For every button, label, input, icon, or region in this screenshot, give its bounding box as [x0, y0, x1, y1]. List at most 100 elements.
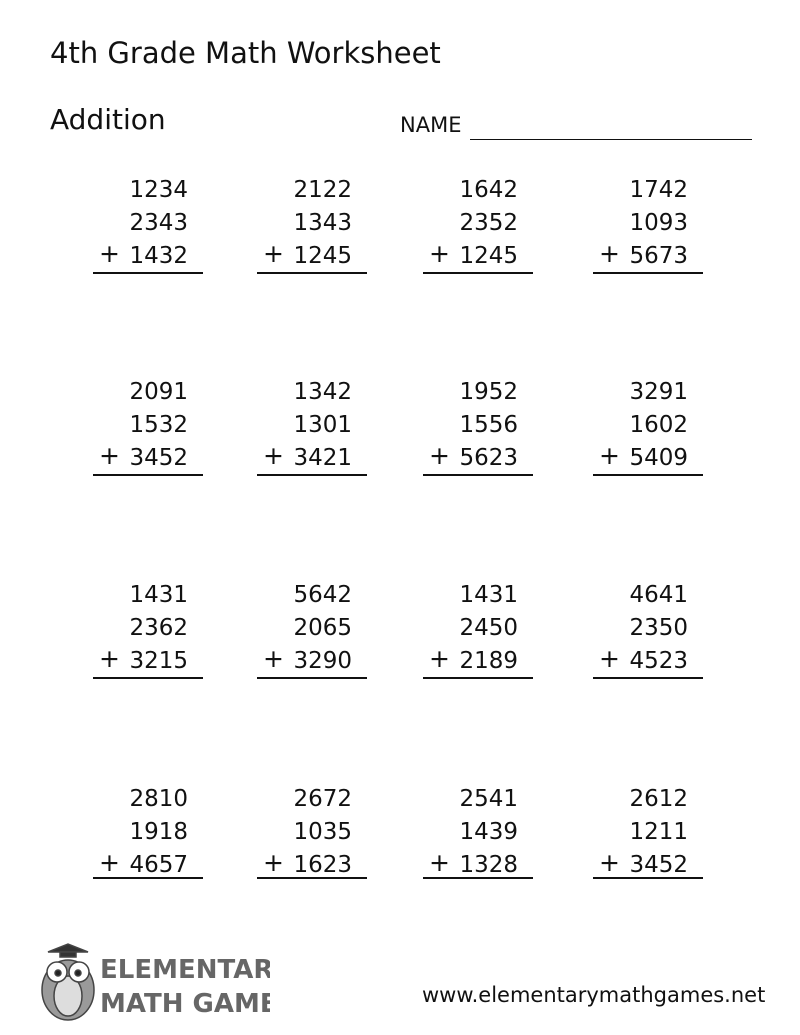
addition-problem: 2091 1532 3452 +: [93, 379, 208, 479]
addend: 1623: [293, 852, 352, 878]
addend: 3291: [629, 379, 688, 405]
plus-sign: +: [99, 441, 120, 470]
addend: 1532: [129, 412, 188, 438]
plus-sign: +: [599, 239, 620, 268]
addend: 1301: [293, 412, 352, 438]
plus-sign: +: [429, 644, 450, 673]
name-label: NAME: [400, 113, 462, 137]
addend: 5673: [629, 243, 688, 269]
plus-sign: +: [429, 441, 450, 470]
sum-line: [593, 677, 703, 679]
addend: 3290: [293, 648, 352, 674]
addend: 1245: [459, 243, 518, 269]
plus-sign: +: [263, 644, 284, 673]
addend: 1093: [629, 210, 688, 236]
addend: 2091: [129, 379, 188, 405]
addition-problem: 5642 2065 3290 +: [257, 582, 372, 682]
website-url[interactable]: www.elementarymathgames.net: [422, 983, 766, 1007]
addend: 2450: [459, 615, 518, 641]
sum-line: [423, 877, 533, 879]
elementary-math-games-logo: ELEMENTARY MATH GAMES: [41, 943, 270, 1021]
plus-sign: +: [99, 239, 120, 268]
addend: 2362: [129, 615, 188, 641]
addend: 1343: [293, 210, 352, 236]
sum-line: [257, 474, 367, 476]
addend: 1439: [459, 819, 518, 845]
addend: 4657: [129, 852, 188, 878]
owl-icon: [41, 943, 95, 1021]
addend: 3452: [629, 852, 688, 878]
addition-problem: 1642 2352 1245 +: [423, 177, 538, 277]
addend: 4523: [629, 648, 688, 674]
addend: 1234: [129, 177, 188, 203]
worksheet-subtitle: Addition: [50, 103, 166, 136]
addend: 2189: [459, 648, 518, 674]
addition-problem: 1431 2450 2189 +: [423, 582, 538, 682]
plus-sign: +: [263, 239, 284, 268]
worksheet-title: 4th Grade Math Worksheet: [50, 36, 441, 70]
addend: 1918: [129, 819, 188, 845]
addition-problem: 2122 1343 1245 +: [257, 177, 372, 277]
plus-sign: +: [599, 848, 620, 877]
addend: 1432: [129, 243, 188, 269]
plus-sign: +: [263, 848, 284, 877]
addition-problem: 1952 1556 5623 +: [423, 379, 538, 479]
addend: 1211: [629, 819, 688, 845]
sum-line: [423, 272, 533, 274]
addend: 1245: [293, 243, 352, 269]
addend: 1431: [129, 582, 188, 608]
sum-line: [257, 877, 367, 879]
sum-line: [93, 877, 203, 879]
addend: 5623: [459, 445, 518, 471]
addend: 5642: [293, 582, 352, 608]
addend: 1556: [459, 412, 518, 438]
addend: 3215: [129, 648, 188, 674]
addend: 1952: [459, 379, 518, 405]
addend: 2065: [293, 615, 352, 641]
plus-sign: +: [599, 441, 620, 470]
svg-text:ELEMENTARY: ELEMENTARY: [100, 955, 270, 985]
addend: 2352: [459, 210, 518, 236]
addition-problem: 2672 1035 1623 +: [257, 786, 372, 886]
plus-sign: +: [99, 848, 120, 877]
addend: 2350: [629, 615, 688, 641]
addend: 2122: [293, 177, 352, 203]
addition-problem: 1234 2343 1432 +: [93, 177, 208, 277]
addend: 3452: [129, 445, 188, 471]
sum-line: [423, 474, 533, 476]
sum-line: [257, 272, 367, 274]
sum-line: [593, 474, 703, 476]
name-line: [470, 139, 752, 140]
addend: 2672: [293, 786, 352, 812]
addition-problem: 2541 1439 1328 +: [423, 786, 538, 886]
sum-line: [257, 677, 367, 679]
addition-problem: 1742 1093 5673 +: [593, 177, 708, 277]
addend: 1342: [293, 379, 352, 405]
addend: 1642: [459, 177, 518, 203]
sum-line: [423, 677, 533, 679]
addend: 5409: [629, 445, 688, 471]
plus-sign: +: [429, 239, 450, 268]
plus-sign: +: [263, 441, 284, 470]
addition-problem: 1431 2362 3215 +: [93, 582, 208, 682]
sum-line: [93, 474, 203, 476]
addend: 4641: [629, 582, 688, 608]
addend: 1431: [459, 582, 518, 608]
addition-problem: 2810 1918 4657 +: [93, 786, 208, 886]
sum-line: [593, 272, 703, 274]
addition-problem: 1342 1301 3421 +: [257, 379, 372, 479]
plus-sign: +: [599, 644, 620, 673]
plus-sign: +: [429, 848, 450, 877]
svg-text:MATH GAMES: MATH GAMES: [100, 989, 270, 1019]
addend: 1328: [459, 852, 518, 878]
sum-line: [93, 272, 203, 274]
addend: 1742: [629, 177, 688, 203]
addend: 3421: [293, 445, 352, 471]
addend: 2612: [629, 786, 688, 812]
addend: 2343: [129, 210, 188, 236]
addition-problem: 2612 1211 3452 +: [593, 786, 708, 886]
addition-problem: 3291 1602 5409 +: [593, 379, 708, 479]
addend: 1035: [293, 819, 352, 845]
sum-line: [93, 677, 203, 679]
